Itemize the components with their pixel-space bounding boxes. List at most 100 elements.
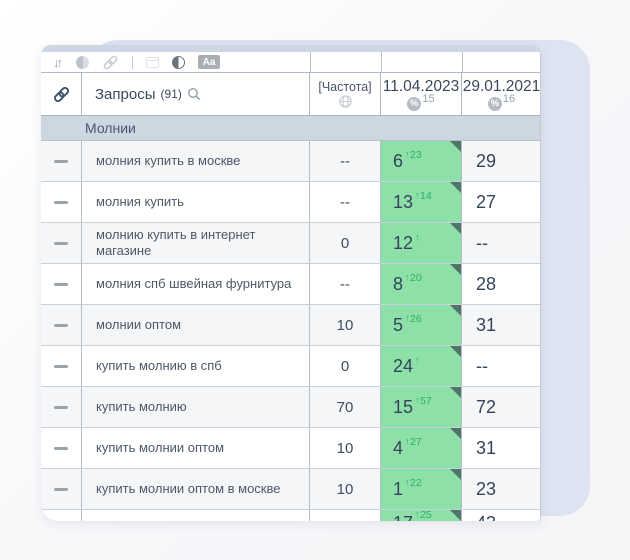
dash-icon — [54, 487, 68, 491]
frequency-cell: 10 — [310, 305, 381, 345]
position-cell-current: 4 ↑ 27 — [381, 428, 462, 468]
table-row: купить молнии оптом в москве 10 1 ↑ 22 23 — [41, 469, 540, 510]
contrast-ball-icon[interactable] — [76, 55, 89, 69]
toolbar-column-divider — [462, 52, 463, 72]
position-cell-current: 12 ↑ — [381, 223, 462, 263]
corner-marker-icon — [450, 387, 461, 398]
row-handle[interactable] — [41, 387, 82, 427]
corner-marker-icon — [450, 305, 461, 316]
sort-icon[interactable]: ↓↑ — [53, 54, 63, 70]
dash-icon — [54, 282, 68, 286]
corner-marker-icon — [450, 264, 461, 275]
table-row: купить молнию в спб 0 24 ↑ -- — [41, 346, 540, 387]
query-cell[interactable]: купить молнию в спб — [82, 346, 310, 386]
row-handle — [41, 510, 82, 521]
dash-icon — [54, 364, 68, 368]
percent-count: 15 — [422, 92, 435, 105]
frequency-cell: 0 — [310, 346, 381, 386]
corner-marker-icon — [450, 141, 461, 152]
frequency-cell: -- — [310, 141, 381, 181]
position-cell-current: 15 ↑ 57 — [381, 387, 462, 427]
query-cell[interactable]: купить молнии оптом в москве — [82, 469, 310, 509]
row-handle[interactable] — [41, 223, 82, 263]
contrast-icon[interactable] — [172, 55, 185, 69]
up-arrow-icon: ↑ — [415, 510, 420, 519]
query-cell[interactable]: молния купить в москве — [82, 141, 310, 181]
position-cell-previous: 72 — [462, 387, 540, 427]
position-cell-current: 13 ↑ 14 — [381, 182, 462, 222]
row-handle[interactable] — [41, 428, 82, 468]
row-handle[interactable] — [41, 469, 82, 509]
percent-badge-icon: % — [487, 96, 502, 111]
up-arrow-icon: ↑ — [415, 190, 420, 200]
dash-icon — [54, 159, 68, 163]
up-arrow-icon: ↑ — [405, 272, 410, 282]
percent-badge-icon: % — [407, 96, 422, 111]
toolbar-separator — [132, 55, 133, 69]
target-column-header[interactable] — [41, 73, 82, 115]
toolbar-column-divider — [310, 52, 311, 72]
query-cell[interactable]: молния купить — [82, 182, 310, 222]
group-label: Молнии — [85, 120, 136, 136]
card-top-strip — [41, 45, 540, 52]
frequency-cell — [310, 510, 381, 521]
dash-icon — [54, 446, 68, 450]
position-cell-previous: -- — [476, 355, 488, 376]
table-row: молнию купить в интернет магазине 0 12 ↑… — [41, 223, 540, 264]
corner-marker-icon — [450, 223, 461, 234]
table-row-partial: 17 ↑25 43 — [41, 510, 540, 521]
group-row-molnii[interactable]: Молнии — [41, 116, 540, 141]
corner-marker-icon — [450, 346, 461, 357]
position-cell-current: 8 ↑ 20 — [381, 264, 462, 304]
position-cell-previous: 29 — [462, 141, 540, 181]
positions-table-card: ↓↑ Aa Запросы (91) [Частота] — [41, 45, 541, 521]
position-cell-current: 17 ↑25 — [381, 510, 462, 521]
up-arrow-icon: ↑ — [405, 313, 410, 323]
frequency-cell: 10 — [310, 428, 381, 468]
corner-marker-icon — [450, 428, 461, 439]
row-handle[interactable] — [41, 141, 82, 181]
dash-icon — [54, 200, 68, 204]
row-handle[interactable] — [41, 264, 82, 304]
table-row: купить молнии оптом 10 4 ↑ 27 31 — [41, 428, 540, 469]
date-column-header-1[interactable]: 11.04.2023 % 15 — [381, 73, 462, 115]
position-cell-previous: 27 — [476, 191, 497, 212]
panel-icon[interactable] — [146, 56, 159, 68]
position-cell-current: 6 ↑ 23 — [381, 141, 462, 181]
query-cell[interactable]: молнию купить в интернет магазине — [82, 223, 310, 263]
up-arrow-icon: ↑ — [415, 395, 420, 405]
up-arrow-icon: ↑ — [405, 477, 410, 487]
table-header-row: Запросы (91) [Частота] 11.04.2023 % 15 2… — [41, 73, 540, 116]
table-row: молния спб швейная фурнитура -- 8 ↑ 20 28 — [41, 264, 540, 305]
query-cell[interactable]: молнии оптом — [82, 305, 310, 345]
queries-column-header[interactable]: Запросы (91) — [82, 73, 310, 115]
position-cell-previous: -- — [462, 223, 540, 263]
row-handle[interactable] — [41, 305, 82, 345]
date-column-header-2[interactable]: 29.01.2021 % 16 — [462, 77, 541, 111]
frequency-cell: 0 — [310, 223, 381, 263]
position-cell-previous: 31 — [462, 305, 540, 345]
frequency-cell: -- — [310, 182, 381, 222]
frequency-column-header[interactable]: [Частота] — [310, 73, 381, 115]
query-cell[interactable]: молния спб швейная фурнитура — [82, 264, 310, 304]
corner-marker-icon — [450, 469, 461, 480]
frequency-cell: -- — [310, 264, 381, 304]
table-toolbar: ↓↑ Aa — [41, 52, 540, 73]
globe-icon — [338, 95, 352, 108]
row-handle[interactable] — [41, 346, 82, 386]
query-cell — [82, 510, 310, 521]
up-arrow-icon: ↑ — [415, 232, 420, 242]
search-icon[interactable] — [187, 87, 201, 101]
position-cell-previous: 23 — [462, 469, 540, 509]
dash-icon — [54, 323, 68, 327]
position-cell-current: 5 ↑ 26 — [381, 305, 462, 345]
text-size-icon[interactable]: Aa — [198, 55, 220, 69]
query-cell[interactable]: купить молнию — [82, 387, 310, 427]
position-cell-previous: 43 — [462, 513, 540, 521]
link-icon[interactable] — [102, 55, 119, 70]
query-cell[interactable]: купить молнии оптом — [82, 428, 310, 468]
position-cell-current: 1 ↑ 22 — [381, 469, 462, 509]
dash-icon — [54, 241, 68, 245]
row-handle[interactable] — [41, 182, 82, 222]
toolbar-column-divider — [381, 52, 382, 72]
